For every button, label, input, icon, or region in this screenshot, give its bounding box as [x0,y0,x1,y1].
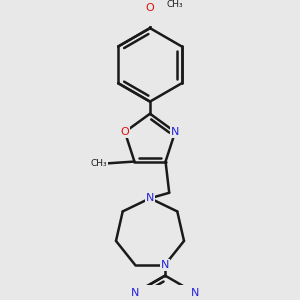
Text: N: N [161,260,169,270]
Text: CH₃: CH₃ [167,1,183,10]
Text: O: O [146,3,154,13]
Text: N: N [191,288,200,298]
Text: N: N [131,288,139,298]
Text: N: N [171,127,179,137]
Text: O: O [121,127,129,137]
Text: N: N [146,193,154,203]
Text: CH₃: CH₃ [90,159,107,168]
